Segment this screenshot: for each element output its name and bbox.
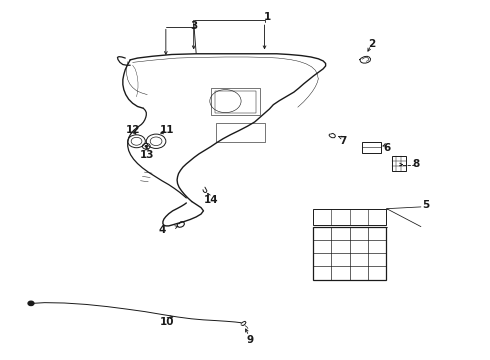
Bar xyxy=(314,209,386,225)
Text: 11: 11 xyxy=(160,125,174,135)
Text: 8: 8 xyxy=(413,159,419,169)
Text: 3: 3 xyxy=(190,21,197,31)
Circle shape xyxy=(146,145,147,147)
Bar xyxy=(392,156,406,171)
Text: 7: 7 xyxy=(339,136,346,145)
Bar xyxy=(314,226,386,280)
Text: 13: 13 xyxy=(140,150,154,160)
Text: 1: 1 xyxy=(263,12,270,22)
Text: 6: 6 xyxy=(383,143,391,153)
Text: 9: 9 xyxy=(246,334,253,345)
Bar xyxy=(362,142,381,153)
Bar xyxy=(215,91,256,113)
Text: 2: 2 xyxy=(368,39,376,49)
Text: 5: 5 xyxy=(422,200,429,210)
Text: 10: 10 xyxy=(160,317,174,327)
Text: 14: 14 xyxy=(203,195,218,205)
Text: 4: 4 xyxy=(158,225,166,235)
Bar xyxy=(211,88,260,116)
Circle shape xyxy=(28,301,34,306)
Bar xyxy=(216,123,265,142)
Text: 12: 12 xyxy=(125,125,140,135)
